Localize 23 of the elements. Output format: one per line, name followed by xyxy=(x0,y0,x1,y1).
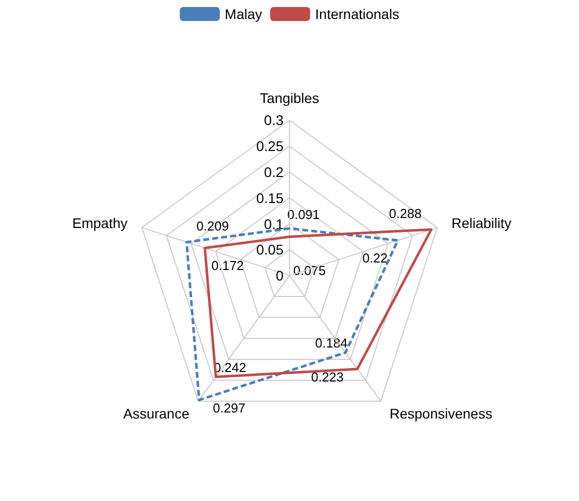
spoke-label: Assurance xyxy=(123,405,190,422)
spoke-label: Empathy xyxy=(72,214,128,231)
y-tick-label: 0.15 xyxy=(256,190,284,206)
y-tick-label: 0.1 xyxy=(264,216,284,232)
data-label: 0.172 xyxy=(211,258,244,273)
data-label: 0.223 xyxy=(311,369,344,384)
data-label: 0.22 xyxy=(362,250,388,266)
data-label: 0.184 xyxy=(315,336,348,351)
legend-label: Malay xyxy=(224,6,262,22)
legend-label: Internationals xyxy=(315,6,400,22)
data-label: 0.091 xyxy=(287,206,320,222)
y-tick-label: 0.25 xyxy=(256,138,284,154)
spoke-label: Tangibles xyxy=(260,90,320,106)
y-tick-label: 0.2 xyxy=(264,164,284,180)
y-tick-label: 0 xyxy=(276,268,284,284)
data-label: 0.075 xyxy=(293,263,326,278)
data-label: 0.297 xyxy=(212,400,246,416)
y-tick-label: 0.3 xyxy=(264,112,284,128)
y-tick-label: 0.05 xyxy=(256,242,284,258)
spoke-label: Reliability xyxy=(451,214,512,231)
data-label: 0.288 xyxy=(389,206,422,221)
spoke-label: Responsiveness xyxy=(390,405,492,422)
data-label: 0.209 xyxy=(196,218,229,234)
